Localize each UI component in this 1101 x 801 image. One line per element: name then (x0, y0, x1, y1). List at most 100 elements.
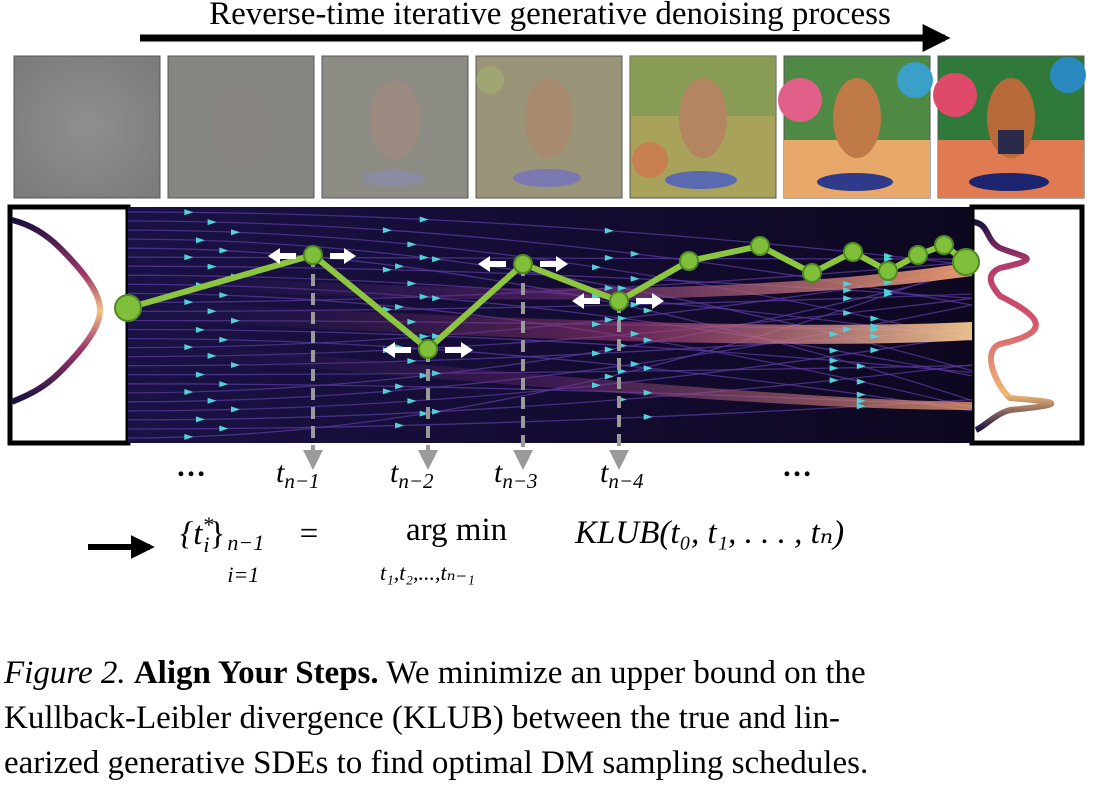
node (878, 261, 898, 281)
image-stage-7 (933, 55, 1086, 199)
flow-arrowhead (829, 331, 839, 338)
flow-arrowhead (432, 408, 442, 415)
flow-arrowhead (643, 337, 653, 344)
flow-line (127, 364, 973, 376)
flow-arrowhead (870, 333, 880, 340)
flow-arrowhead (630, 330, 640, 337)
process-title: Reverse-time iterative generative denois… (209, 0, 891, 32)
node (843, 242, 863, 262)
node-start (114, 294, 142, 322)
flow-arrowhead (829, 347, 839, 354)
flow-arrowhead (184, 389, 194, 395)
flow-line (127, 247, 973, 402)
flow-arrowhead (184, 299, 194, 306)
flow-arrowhead (432, 333, 442, 340)
flow-line (127, 364, 973, 421)
flow-arrowhead (829, 357, 839, 364)
flow-arrowhead (856, 397, 866, 404)
flow-line (127, 269, 973, 394)
image-stage-4 (475, 55, 623, 199)
flow-arrowhead (884, 255, 894, 262)
flow-arrowhead (829, 377, 839, 384)
flow-arrowhead (382, 266, 392, 273)
flow-arrowhead (843, 326, 853, 333)
image-stage-6 (778, 55, 933, 199)
flow-arrowhead (630, 361, 640, 367)
timestep-label-tn-2: tn−2 (390, 456, 434, 493)
flow-arrowhead (843, 295, 853, 302)
flow-arrowhead (395, 383, 405, 390)
sampling-nodes (114, 235, 980, 359)
flow-arrowhead (407, 318, 417, 325)
flow-arrowhead (195, 416, 205, 423)
caption-line-2: Kullback-Leibler divergence (KLUB) betwe… (4, 700, 840, 736)
flow-arrowhead (870, 326, 880, 333)
flow-arrowhead (643, 413, 653, 420)
figure-caption: Figure 2. Align Your Steps. We minimize … (4, 651, 1100, 786)
flow-arrowhead (617, 285, 627, 292)
flow-arrowhead (219, 381, 229, 388)
equation-lhs: {t*i} n−1 i=1 = (180, 512, 319, 587)
flow-arrowhead (617, 315, 627, 322)
node-end (952, 248, 980, 276)
flow-arrowhead (419, 410, 429, 417)
flow-line (127, 398, 973, 430)
flow-arrowhead (184, 209, 194, 216)
flow-arrowhead (856, 403, 866, 410)
node-tn-1 (303, 245, 323, 265)
image-stage-3 (321, 55, 469, 199)
flow-arrowhead (407, 280, 417, 287)
node (679, 251, 699, 271)
flow-arrowhead (231, 362, 240, 368)
flow-arrowhead (884, 279, 894, 286)
timestep-label-tn-4: tn−4 (600, 456, 644, 493)
caption-text-1: We minimize an upper bound on the (378, 655, 866, 691)
density-band-upper (128, 262, 972, 300)
flow-arrowhead (604, 285, 614, 291)
caption-line-3: earized generative SDEs to find optimal … (4, 745, 869, 781)
flow-arrowhead (604, 346, 614, 353)
flow-line (127, 328, 973, 374)
density-band-middle (128, 300, 972, 344)
flow-arrowhead (432, 370, 442, 377)
flow-line (127, 211, 973, 266)
density-band-lower (128, 340, 972, 410)
flow-arrowhead (219, 336, 229, 343)
flow-arrowhead (604, 254, 614, 261)
flow-arrowhead (207, 308, 217, 315)
flow-arrowhead (407, 358, 417, 364)
node-tn-3 (513, 254, 533, 274)
flow-arrowhead (207, 352, 217, 359)
flow-arrowhead (856, 391, 866, 398)
flow-arrowhead (395, 263, 405, 270)
flow-field (127, 207, 973, 443)
flow-arrowhead (231, 406, 240, 413)
flow-arrowhead (207, 263, 217, 270)
flow-arrowhead (592, 382, 601, 389)
flow-arrowhead (592, 350, 601, 357)
flow-arrowhead (231, 229, 240, 236)
flow-arrowhead (856, 363, 866, 370)
flow-arrowhead (195, 237, 205, 244)
flow-arrowhead (829, 365, 839, 372)
flow-arrowhead (604, 227, 614, 234)
adjust-arrows-tn-4 (572, 293, 664, 309)
node (802, 263, 822, 283)
adjust-arrows-tn-3 (478, 256, 568, 272)
flow-arrowhead (592, 264, 601, 271)
flow-arrowhead (184, 254, 194, 261)
caption-line-1: Figure 2. Align Your Steps. We minimize … (4, 651, 1100, 696)
flow-arrowhead (843, 280, 853, 287)
image-stage-2 (167, 55, 315, 199)
adjust-arrows-tn-1 (268, 248, 356, 264)
flow-arrowhead (219, 425, 229, 432)
flow-arrowhead (407, 398, 417, 404)
image-strip (13, 55, 1086, 199)
flow-arrowhead (382, 388, 392, 395)
flow-arrowhead (592, 321, 601, 328)
flow-arrowhead (195, 326, 205, 333)
flow-arrowhead (407, 241, 417, 248)
flow-arrowhead (231, 317, 240, 324)
flow-arrowhead (184, 433, 194, 440)
